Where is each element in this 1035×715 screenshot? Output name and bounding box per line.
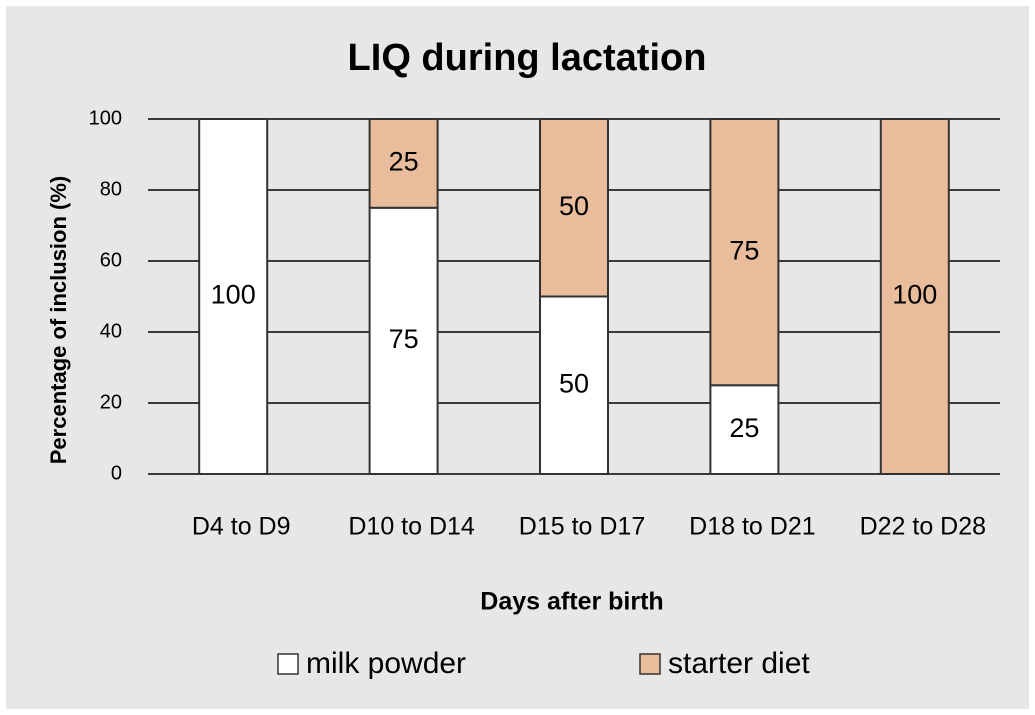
bar-segment	[368, 118, 439, 209]
bar-segment	[709, 384, 780, 475]
bar-segment	[198, 118, 269, 475]
legend-label: starter diet	[668, 647, 810, 680]
y-tick-label: 0	[111, 462, 122, 484]
x-tick-label: D4 to D9	[192, 513, 291, 541]
legend-swatch	[639, 653, 661, 675]
y-axis-title: Percentage of inclusion (%)	[46, 176, 71, 465]
y-tick-label: 40	[100, 320, 122, 342]
data-label: 75	[729, 235, 759, 265]
chart-title: LIQ during lactation	[348, 37, 707, 79]
bar-segment	[368, 206, 439, 475]
y-tick-label: 20	[100, 391, 122, 413]
data-label: 25	[389, 147, 419, 177]
data-label: 25	[729, 413, 759, 443]
chart-background	[6, 6, 1029, 709]
data-label: 50	[559, 191, 589, 221]
y-tick-label: 100	[89, 107, 122, 129]
bar-segment	[539, 118, 609, 298]
bar-segment	[709, 118, 780, 387]
data-label: 50	[559, 368, 589, 398]
x-tick-label: D22 to D28	[860, 513, 986, 541]
bar-segment	[539, 295, 609, 475]
x-tick-label: D10 to D14	[348, 513, 475, 541]
x-tick-label: D15 to D17	[519, 513, 645, 541]
data-label: 100	[892, 280, 937, 310]
y-tick-label: 60	[100, 249, 122, 271]
x-tick-label: D18 to D21	[689, 513, 815, 541]
data-label: 100	[211, 280, 256, 310]
legend-swatch	[277, 653, 299, 675]
legend-label: milk powder	[306, 647, 466, 680]
bar-segment	[879, 118, 950, 475]
x-axis-title: Days after birth	[480, 588, 663, 616]
y-tick-label: 80	[100, 178, 122, 200]
data-label: 75	[389, 324, 419, 354]
